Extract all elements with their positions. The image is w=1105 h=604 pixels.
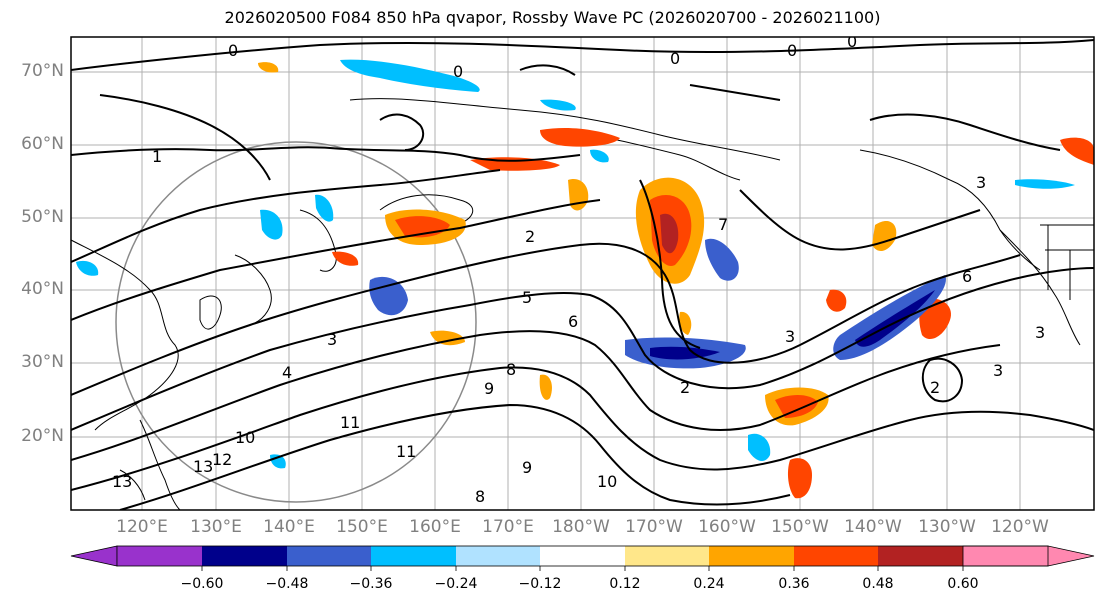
- contour-label: 9: [522, 458, 532, 477]
- contour-label: 3: [1035, 323, 1045, 342]
- lon-label: 120°E: [116, 517, 168, 537]
- contour-label: 5: [522, 288, 532, 307]
- colorbar-extend-low: [70, 545, 118, 567]
- lat-label: 20°N: [21, 426, 64, 446]
- contour-label: 6: [568, 312, 578, 331]
- colorbar-tick-label: 0.36: [778, 576, 810, 592]
- colorbar-tick-label: −0.60: [180, 576, 224, 592]
- colorbar-segment: [625, 546, 709, 566]
- contour-label: 12: [212, 450, 232, 469]
- lon-label: 130°E: [190, 517, 242, 537]
- contour-label: 11: [396, 442, 416, 461]
- contour-label: 2: [525, 227, 535, 246]
- lon-label: 140°W: [844, 517, 902, 537]
- map-border: [70, 36, 1095, 511]
- colorbar-tick-label: 0.60: [947, 576, 979, 592]
- lat-label: 60°N: [21, 134, 64, 154]
- lat-label: 30°N: [21, 352, 64, 372]
- lon-label: 160°W: [698, 517, 756, 537]
- colorbar-tick-label: −0.48: [265, 576, 309, 592]
- contour-label: 6: [962, 267, 972, 286]
- contour-label: 0: [787, 41, 797, 60]
- colorbar-tick-label: 0.24: [693, 576, 725, 592]
- contour-label: 10: [235, 428, 255, 447]
- contour-label: 3: [993, 361, 1003, 380]
- map-frame: [71, 37, 1094, 510]
- contour-labels: 0 0 0 0 0 1 2 2 3 3 3 3 4 5 6 6 8 9 10 1…: [112, 32, 1045, 506]
- map-title: 2026020500 F084 850 hPa qvapor, Rossby W…: [224, 8, 881, 27]
- colorbar-segment: [202, 546, 287, 566]
- lon-label: 150°E: [336, 517, 388, 537]
- colorbar-tick-label: −0.24: [434, 576, 478, 592]
- range-circle: [115, 141, 477, 503]
- colorbar-segment: [117, 546, 202, 566]
- contour-label: 2: [930, 378, 940, 397]
- lat-label: 70°N: [21, 61, 64, 81]
- contour-label: 10: [597, 472, 617, 491]
- colorbar-segment: [371, 546, 456, 566]
- contour-label: 3: [327, 330, 337, 349]
- contour-label: 7: [718, 215, 728, 234]
- lat-label: 40°N: [21, 279, 64, 299]
- lon-label: 170°E: [482, 517, 534, 537]
- coastlines: [71, 98, 1094, 510]
- colorbar-segment: [287, 546, 371, 566]
- colorbar-tick-label: 0.12: [609, 576, 641, 592]
- contour-label: 13: [193, 457, 213, 476]
- colorbar: [70, 545, 1095, 571]
- colorbar-segment: [456, 546, 540, 566]
- contour-label: 8: [506, 360, 516, 379]
- contour-label: 1: [152, 147, 162, 166]
- lon-label: 160°E: [409, 517, 461, 537]
- colorbar-segment: [794, 546, 878, 566]
- contour-label: 0: [453, 62, 463, 81]
- contour-label: 4: [282, 363, 292, 382]
- contour-label: 3: [785, 327, 795, 346]
- colorbar-tick-label: 0.48: [862, 576, 894, 592]
- lon-label: 140°E: [263, 517, 315, 537]
- lon-label: 150°W: [771, 517, 829, 537]
- contour-label: 9: [484, 379, 494, 398]
- colorbar-segment: [540, 546, 625, 566]
- contour-label: 2: [680, 378, 690, 397]
- lon-label: 130°W: [918, 517, 976, 537]
- lon-label: 170°W: [625, 517, 683, 537]
- contour-label: 0: [228, 41, 238, 60]
- contour-label: 0: [670, 49, 680, 68]
- colorbar-extend-high: [962, 545, 1095, 567]
- lon-label: 180°W: [552, 517, 610, 537]
- contour-label: 11: [340, 413, 360, 432]
- lon-label: 120°W: [991, 517, 1049, 537]
- contour-label: 13: [112, 472, 132, 491]
- lat-label: 50°N: [21, 207, 64, 227]
- colorbar-tick-label: −0.12: [518, 576, 562, 592]
- contour-label: 8: [475, 487, 485, 506]
- colorbar-segment: [878, 546, 963, 566]
- colorbar-segment: [709, 546, 794, 566]
- contour-label: 0: [847, 32, 857, 51]
- contour-lines: [71, 39, 1094, 510]
- anomaly-fills: [76, 59, 1094, 499]
- contour-label: 3: [976, 173, 986, 192]
- colorbar-tick-label: −0.36: [349, 576, 393, 592]
